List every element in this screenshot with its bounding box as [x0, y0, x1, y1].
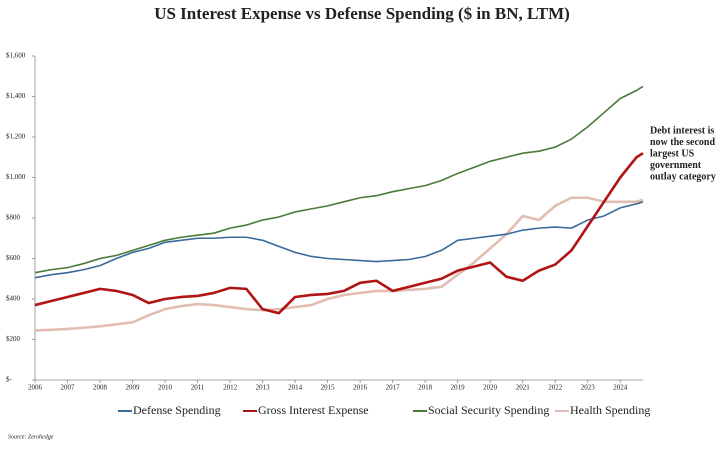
x-tick-label: 2021 [516, 384, 531, 392]
x-tick-label: 2022 [548, 384, 563, 392]
x-tick-label: 2010 [158, 384, 173, 392]
y-tick-label: $600 [6, 254, 21, 262]
x-tick-label: 2023 [581, 384, 596, 392]
series-line [34, 196, 644, 332]
x-tick-label: 2014 [288, 384, 303, 392]
y-tick-label: $- [6, 376, 13, 384]
series-line [34, 201, 644, 279]
annotation: government [650, 160, 702, 171]
annotation: largest US [650, 148, 695, 159]
x-tick-label: 2007 [61, 384, 76, 392]
x-tick-label: 2020 [483, 384, 498, 392]
x-tick-label: 2008 [93, 384, 108, 392]
y-tick-label: $800 [6, 214, 21, 222]
annotation: now the second [650, 137, 715, 148]
x-tick-label: 2016 [353, 384, 368, 392]
x-tick-label: 2013 [256, 384, 271, 392]
x-tick-label: 2017 [386, 384, 401, 392]
x-tick-label: 2011 [191, 384, 205, 392]
legend-label: Defense Spending [133, 403, 221, 417]
x-tick-label: 2018 [418, 384, 433, 392]
series-line [34, 85, 644, 274]
x-tick-label: 2024 [613, 384, 628, 392]
y-tick-label: $1,200 [6, 133, 26, 141]
x-tick-label: 2006 [28, 384, 43, 392]
y-tick-label: $1,000 [6, 173, 26, 181]
annotation: outlay category [650, 171, 716, 182]
y-tick-label: $400 [6, 295, 21, 303]
legend-label: Gross Interest Expense [258, 403, 369, 417]
x-tick-label: 2009 [126, 384, 141, 392]
y-tick-label: $1,600 [6, 52, 26, 60]
x-tick-label: 2019 [451, 384, 466, 392]
chart-title: US Interest Expense vs Defense Spending … [154, 4, 570, 23]
source: Source: Zerohedge [8, 434, 54, 440]
y-tick-label: $1,400 [6, 92, 26, 100]
x-tick-label: 2015 [321, 384, 336, 392]
x-tick-label: 2012 [223, 384, 238, 392]
series-line [34, 152, 644, 315]
y-tick-label: $200 [6, 335, 21, 343]
legend-label: Social Security Spending [428, 403, 549, 417]
annotation: Debt interest is [650, 125, 714, 136]
legend-label: Health Spending [570, 403, 650, 417]
